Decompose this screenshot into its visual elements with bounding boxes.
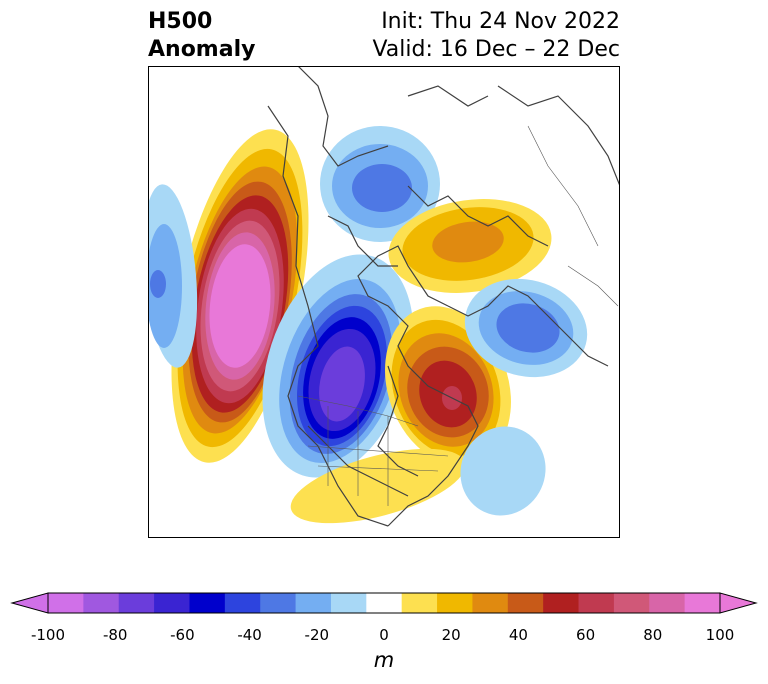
colorbar-bin xyxy=(649,593,686,613)
east-canada-ridge xyxy=(385,306,511,466)
colorbar-tick-label: 100 xyxy=(705,626,735,644)
anomaly-map xyxy=(148,66,620,538)
valid-date: Valid: 16 Dec – 22 Dec xyxy=(372,37,620,62)
colorbar-bin xyxy=(224,593,261,613)
coastlines xyxy=(267,66,620,527)
colorbar-bin xyxy=(437,593,473,613)
colorbar-tick-label: 60 xyxy=(576,626,596,644)
colorbar-bin xyxy=(154,593,190,613)
colorbar-bin xyxy=(83,593,120,613)
colorbar-tick-label: 40 xyxy=(508,626,528,644)
map-title: H500 Anomaly xyxy=(148,8,255,64)
west-trough xyxy=(262,254,414,478)
colorbar-tick-label: 20 xyxy=(441,626,461,644)
colorbar-bin xyxy=(260,593,297,613)
colorbar-tick-label: -20 xyxy=(304,626,330,644)
colorbar-bin xyxy=(472,593,509,613)
colorbar-bin xyxy=(507,593,544,613)
init-date: Init: Thu 24 Nov 2022 xyxy=(381,9,620,34)
colorbar-tick-label: -80 xyxy=(102,626,128,644)
colorbar-bin xyxy=(366,593,403,613)
arctic-trough xyxy=(320,126,440,242)
colorbar-bin xyxy=(330,593,367,613)
title-line-1: H500 xyxy=(148,9,213,34)
colorbar-bin xyxy=(48,593,84,613)
eurasia-ridge xyxy=(388,199,552,293)
colorbar-bin xyxy=(401,593,438,613)
border-lines xyxy=(297,125,619,506)
far-west-trough xyxy=(148,184,198,368)
colorbar-bin xyxy=(118,593,155,613)
colorbar-tick-label: 80 xyxy=(643,626,663,644)
colorbar-over-arrow xyxy=(719,592,758,614)
colorbar-unit: m xyxy=(373,648,395,672)
colorbar-frame xyxy=(47,592,721,614)
colorbar-tick-label: -40 xyxy=(237,626,262,644)
colorbar-bin xyxy=(189,593,226,613)
colorbar-bin xyxy=(295,593,332,613)
colorbar-bin xyxy=(543,593,580,613)
colorbar-bin xyxy=(578,593,615,613)
map-dates: Init: Thu 24 Nov 2022 Valid: 16 Dec – 22… xyxy=(372,8,620,64)
atlantic-trough xyxy=(460,426,546,516)
europe-trough xyxy=(464,278,588,378)
title-line-2: Anomaly xyxy=(148,37,256,62)
colorbar-under-arrow xyxy=(10,592,49,614)
south-ridge xyxy=(290,448,466,524)
colorbar-tick-label: -60 xyxy=(170,626,195,644)
colorbar-tick-label: -100 xyxy=(30,626,66,644)
colorbar-bin xyxy=(613,593,650,613)
colorbar-tick-label: 0 xyxy=(379,626,389,644)
colorbar xyxy=(10,592,758,614)
colorbar-bin xyxy=(684,593,721,613)
